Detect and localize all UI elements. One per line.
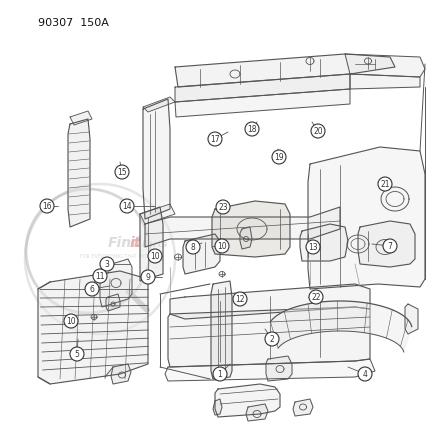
Polygon shape [299, 224, 347, 261]
Circle shape [382, 240, 396, 253]
Circle shape [120, 200, 134, 214]
Polygon shape [143, 100, 170, 220]
Polygon shape [214, 384, 279, 417]
Text: 21: 21 [379, 180, 389, 189]
Polygon shape [349, 75, 419, 90]
Polygon shape [344, 55, 424, 78]
Text: 10: 10 [150, 252, 159, 261]
Text: 3: 3 [104, 260, 109, 269]
Text: 9: 9 [145, 273, 150, 282]
Circle shape [148, 250, 161, 263]
Circle shape [213, 367, 227, 381]
Text: 20: 20 [312, 127, 322, 136]
Circle shape [310, 125, 324, 139]
Text: 11: 11 [95, 272, 105, 281]
Polygon shape [246, 404, 267, 421]
Polygon shape [111, 364, 131, 384]
Text: 90307  150A: 90307 150A [38, 18, 108, 28]
Circle shape [40, 200, 54, 214]
Polygon shape [143, 98, 174, 113]
Circle shape [186, 240, 200, 254]
Text: 14: 14 [122, 202, 132, 211]
Circle shape [115, 166, 129, 180]
Text: 1: 1 [217, 370, 222, 378]
Polygon shape [270, 301, 411, 352]
Text: 23: 23 [218, 203, 227, 212]
Polygon shape [168, 307, 369, 367]
Circle shape [233, 293, 247, 306]
Text: 5: 5 [74, 350, 79, 358]
Circle shape [141, 270, 155, 284]
Circle shape [305, 240, 319, 254]
Polygon shape [140, 207, 163, 281]
Polygon shape [404, 304, 417, 334]
Polygon shape [183, 234, 220, 274]
Circle shape [64, 314, 78, 328]
Circle shape [271, 151, 285, 164]
Circle shape [70, 347, 84, 361]
Polygon shape [164, 359, 374, 381]
Polygon shape [240, 227, 251, 250]
Polygon shape [140, 204, 174, 224]
Circle shape [377, 178, 391, 191]
Text: 7: 7 [387, 242, 391, 251]
Text: 10: 10 [217, 242, 226, 251]
Polygon shape [293, 399, 312, 416]
Circle shape [85, 283, 99, 296]
Circle shape [93, 270, 107, 283]
Polygon shape [213, 399, 221, 415]
Polygon shape [357, 221, 414, 267]
Circle shape [216, 201, 230, 214]
Polygon shape [265, 356, 291, 381]
Text: 19: 19 [273, 153, 283, 162]
Text: 4: 4 [362, 370, 367, 378]
Circle shape [207, 133, 221, 147]
Circle shape [357, 367, 371, 381]
Text: 12: 12 [235, 295, 244, 304]
Text: 15: 15 [117, 168, 127, 177]
Text: 22: 22 [311, 293, 320, 302]
Text: 8: 8 [190, 243, 195, 252]
Circle shape [264, 332, 278, 346]
Text: 13: 13 [307, 243, 317, 252]
Text: 6: 6 [89, 285, 94, 294]
Polygon shape [38, 271, 148, 384]
Text: Parts: Parts [141, 240, 168, 248]
Polygon shape [170, 284, 369, 319]
Text: 17: 17 [210, 135, 219, 144]
Polygon shape [174, 55, 394, 88]
Polygon shape [174, 90, 349, 118]
Text: 16: 16 [42, 202, 52, 211]
Polygon shape [106, 294, 120, 311]
Text: Find: Find [108, 236, 141, 250]
Polygon shape [145, 207, 339, 247]
Text: 18: 18 [247, 125, 256, 134]
Polygon shape [100, 260, 132, 307]
Polygon shape [211, 201, 289, 257]
Polygon shape [307, 148, 424, 289]
Polygon shape [70, 112, 92, 126]
Text: FOR EVERYTHING THAT MOVES: FOR EVERYTHING THAT MOVES [80, 253, 156, 258]
Polygon shape [174, 75, 349, 103]
Circle shape [244, 123, 258, 137]
Text: 2: 2 [269, 335, 274, 344]
Text: 10: 10 [66, 317, 76, 326]
Polygon shape [68, 120, 90, 227]
Circle shape [214, 240, 228, 253]
Circle shape [100, 257, 114, 271]
Text: it: it [130, 236, 141, 250]
Circle shape [308, 290, 322, 304]
Polygon shape [210, 281, 231, 379]
